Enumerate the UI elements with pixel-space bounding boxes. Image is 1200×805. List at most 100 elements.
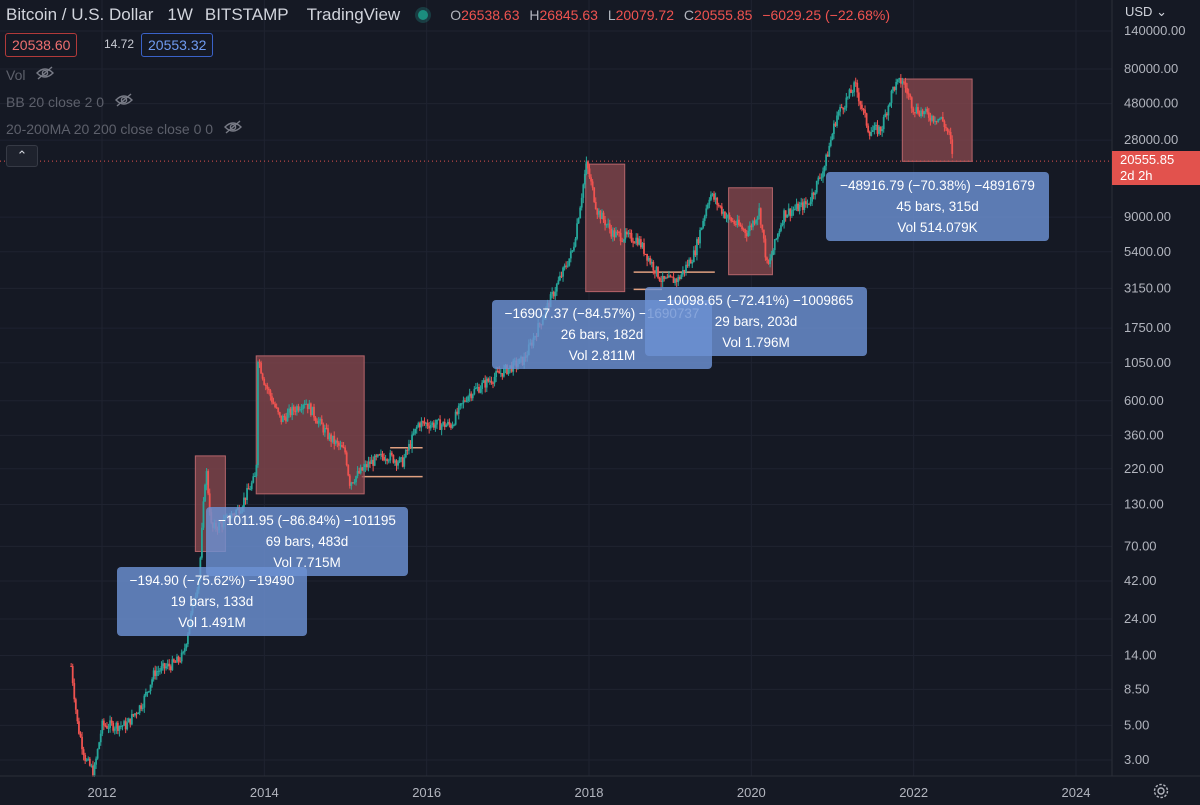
indicator-ma[interactable]: 20-200MA 20 200 close close 0 0 <box>6 120 243 137</box>
candle-body <box>677 277 680 283</box>
candle-body <box>666 277 669 279</box>
candle-body <box>817 177 820 181</box>
candle-body <box>594 201 597 210</box>
gear-icon[interactable] <box>1152 782 1170 805</box>
candle-body <box>820 177 823 179</box>
candle-body <box>734 223 737 225</box>
candle-body <box>154 670 157 676</box>
eye-hidden-icon[interactable] <box>114 93 134 110</box>
candle-body <box>870 132 873 136</box>
candle-body <box>789 208 792 216</box>
candle-body <box>615 231 617 238</box>
spread-value: 14.72 <box>104 37 135 51</box>
timeframe[interactable]: 1W <box>167 5 193 24</box>
symbol-name[interactable]: Bitcoin / U.S. Dollar <box>6 5 154 24</box>
candle-body <box>339 445 342 447</box>
y-tick-label: 28000.00 <box>1124 132 1178 147</box>
candle-body <box>822 171 824 178</box>
candle-body <box>300 409 303 411</box>
candle-body <box>781 223 784 226</box>
eye-hidden-icon[interactable] <box>35 66 55 83</box>
candle-body <box>601 212 603 220</box>
candle-body <box>474 387 477 389</box>
candle-body <box>706 204 709 209</box>
candle-body <box>742 229 745 231</box>
candle-body <box>912 108 915 113</box>
candle-body <box>720 206 723 214</box>
candle-body <box>246 488 248 500</box>
candle-body <box>686 264 689 266</box>
candle-body <box>129 718 132 725</box>
candle-body <box>249 489 252 491</box>
candle-body <box>899 78 902 84</box>
measurement-label: −10098.65 (−72.41%) −1009865 29 bars, 203… <box>645 287 867 356</box>
candle-body <box>344 447 347 453</box>
exchange-name: BITSTAMP <box>204 5 289 24</box>
candle-body <box>811 192 814 202</box>
candle-body <box>831 133 834 140</box>
candle-body <box>736 219 739 225</box>
candle-body <box>148 691 150 693</box>
candle-body <box>889 102 891 106</box>
candle-body <box>661 276 664 283</box>
candle-body <box>476 387 479 389</box>
candle-body <box>565 265 568 267</box>
eye-hidden-icon[interactable] <box>223 120 243 137</box>
candle-body <box>560 275 563 277</box>
measurement-label: −1011.95 (−86.84%) −101195 69 bars, 483d V… <box>206 507 408 576</box>
candle-body <box>261 373 264 379</box>
candle-body <box>322 424 325 433</box>
market-status-icon[interactable] <box>418 10 429 20</box>
candle-body <box>762 229 765 239</box>
candle-body <box>71 666 74 684</box>
buy-price-button[interactable]: 20553.32 <box>141 33 214 57</box>
candle-body <box>710 194 712 200</box>
indicator-vol[interactable]: Vol <box>6 66 55 83</box>
x-tick-label: 2020 <box>737 785 766 800</box>
candle-body <box>739 225 742 227</box>
candle-body <box>297 406 300 411</box>
candle-body <box>464 400 466 402</box>
candle-body <box>689 259 692 264</box>
candle-body <box>88 758 91 766</box>
candle-body <box>158 670 161 672</box>
candle-body <box>317 420 320 424</box>
candle-body <box>418 423 421 428</box>
candle-body <box>113 728 116 731</box>
candle-body <box>943 121 946 128</box>
candle-body <box>473 388 476 395</box>
measurement-label: −194.90 (−75.62%) −19490 19 bars, 133d Vol… <box>117 567 307 636</box>
candle-body <box>815 180 818 193</box>
candle-body <box>341 445 343 448</box>
candle-body <box>185 644 188 649</box>
candle-body <box>70 666 73 668</box>
candle-body <box>82 749 85 756</box>
candle-body <box>552 292 555 297</box>
candle-body <box>857 92 860 102</box>
candle-body <box>833 123 835 134</box>
candle-body <box>801 202 804 210</box>
candle-body <box>345 452 348 466</box>
time-axis: 2012 2014 2016 2018 2020 2022 2024 <box>88 785 1091 800</box>
indicator-bb[interactable]: BB 20 close 2 0 <box>6 93 134 110</box>
candle-body <box>420 421 423 428</box>
candle-body <box>130 714 133 725</box>
candle-body <box>381 453 384 457</box>
candle-body <box>277 407 280 413</box>
candle-body <box>862 108 865 110</box>
candle-body <box>250 482 253 490</box>
candle-body <box>604 219 606 226</box>
candle-body <box>756 216 759 220</box>
candle-body <box>808 203 810 205</box>
candle-body <box>361 467 364 471</box>
currency-selector[interactable]: USD ⌄ <box>1125 4 1167 20</box>
candle-body <box>263 378 266 385</box>
candle-body <box>90 765 93 767</box>
collapse-indicators-button[interactable]: ⌃ <box>6 145 38 167</box>
candle-body <box>881 129 884 132</box>
sell-price-button[interactable]: 20538.60 <box>5 33 78 57</box>
candle-body <box>653 270 656 274</box>
candle-body <box>903 81 905 83</box>
candle-body <box>632 241 634 243</box>
candle-body <box>794 208 796 210</box>
